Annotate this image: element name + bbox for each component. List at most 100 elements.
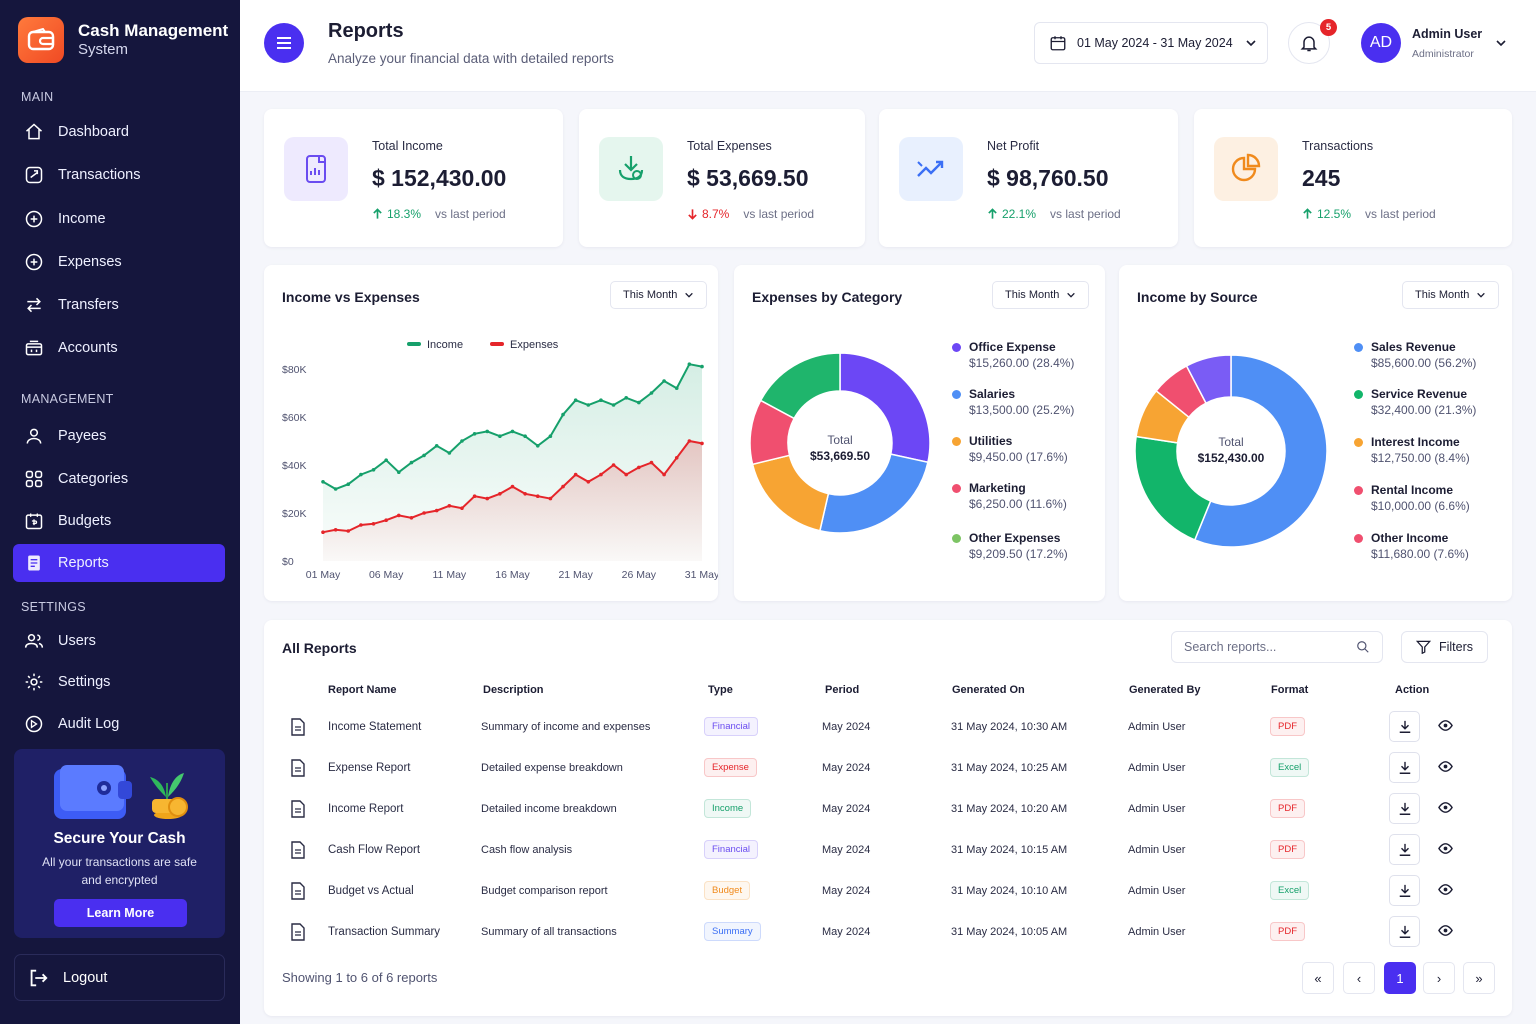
sidebar-item-transfers[interactable]: Transfers xyxy=(13,286,225,324)
data-point[interactable] xyxy=(359,523,363,527)
data-point[interactable] xyxy=(700,364,704,369)
column-header-action[interactable]: Action xyxy=(1395,684,1430,696)
view-button[interactable] xyxy=(1438,841,1453,861)
download-button[interactable] xyxy=(1389,752,1420,783)
data-point[interactable] xyxy=(561,412,565,417)
column-header-report-name[interactable]: Report Name xyxy=(328,684,397,696)
data-point[interactable] xyxy=(422,511,426,515)
page-1-button[interactable]: 1 xyxy=(1384,962,1416,994)
first-page-button[interactable]: « xyxy=(1302,962,1334,994)
data-point[interactable] xyxy=(548,434,553,438)
data-point[interactable] xyxy=(472,494,477,498)
data-point[interactable] xyxy=(460,439,464,443)
data-point[interactable] xyxy=(346,482,351,486)
data-point[interactable] xyxy=(687,362,692,366)
data-point[interactable] xyxy=(649,391,654,395)
data-point[interactable] xyxy=(637,400,641,405)
sidebar-item-income[interactable]: Income xyxy=(13,200,225,238)
table-row[interactable]: Income Report Detailed income breakdown … xyxy=(264,788,1512,829)
column-header-period[interactable]: Period xyxy=(825,684,860,696)
sidebar-item-users[interactable]: Users xyxy=(13,622,225,660)
data-point[interactable] xyxy=(662,379,666,383)
data-point[interactable] xyxy=(535,494,540,498)
data-point[interactable] xyxy=(447,451,452,455)
data-point[interactable] xyxy=(434,444,439,448)
view-button[interactable] xyxy=(1438,759,1453,779)
donut-slice-other-expenses[interactable] xyxy=(759,352,841,420)
data-point[interactable] xyxy=(371,468,376,472)
view-button[interactable] xyxy=(1438,923,1453,943)
next-page-button[interactable]: › xyxy=(1423,962,1455,994)
data-point[interactable] xyxy=(599,472,603,477)
expenses-by-category-period-select[interactable]: This Month xyxy=(992,281,1090,309)
data-point[interactable] xyxy=(624,472,628,477)
donut-slice-utilities[interactable] xyxy=(751,454,830,532)
table-row[interactable]: Transaction Summary Summary of all trans… xyxy=(264,911,1512,952)
sidebar-item-audit-log[interactable]: Audit Log xyxy=(13,705,225,743)
donut-slice-office-expense[interactable] xyxy=(839,352,931,464)
sidebar-item-categories[interactable]: Categories xyxy=(13,460,225,498)
data-point[interactable] xyxy=(523,492,527,496)
data-point[interactable] xyxy=(359,472,363,477)
data-point[interactable] xyxy=(397,513,401,518)
data-point[interactable] xyxy=(333,528,338,532)
table-row[interactable]: Budget vs Actual Budget comparison repor… xyxy=(264,870,1512,911)
sidebar-item-accounts[interactable]: Accounts xyxy=(13,329,225,367)
data-point[interactable] xyxy=(611,463,616,467)
data-point[interactable] xyxy=(498,492,502,496)
sidebar-item-transactions[interactable]: Transactions xyxy=(13,156,225,194)
download-button[interactable] xyxy=(1389,834,1420,865)
sidebar-item-settings[interactable]: Settings xyxy=(13,663,225,701)
last-page-button[interactable]: » xyxy=(1463,962,1495,994)
data-point[interactable] xyxy=(333,487,338,491)
report-name[interactable]: Cash Flow Report xyxy=(328,843,421,856)
view-button[interactable] xyxy=(1438,882,1453,902)
menu-button[interactable] xyxy=(264,23,304,63)
report-name[interactable]: Expense Report xyxy=(328,761,411,774)
column-header-description[interactable]: Description xyxy=(483,684,544,696)
data-point[interactable] xyxy=(384,518,388,522)
data-point[interactable] xyxy=(687,439,692,443)
data-point[interactable] xyxy=(573,398,578,402)
income-by-source-period-select[interactable]: This Month xyxy=(1402,281,1500,309)
data-point[interactable] xyxy=(321,530,325,534)
column-header-type[interactable]: Type xyxy=(708,684,733,696)
notifications-button[interactable] xyxy=(1288,22,1330,64)
column-header-generated-by[interactable]: Generated By xyxy=(1129,684,1201,696)
sidebar-item-budgets[interactable]: Budgets xyxy=(13,502,225,540)
sidebar-item-dashboard[interactable]: Dashboard xyxy=(13,113,225,151)
brand[interactable]: Cash Management System xyxy=(18,17,228,63)
data-point[interactable] xyxy=(510,429,515,434)
data-point[interactable] xyxy=(460,506,464,510)
date-range-picker[interactable]: 01 May 2024 - 31 May 2024 xyxy=(1034,22,1268,64)
data-point[interactable] xyxy=(409,516,414,520)
donut-slice-salaries[interactable] xyxy=(818,453,929,534)
search-reports-input[interactable]: Search reports... xyxy=(1171,631,1383,663)
data-point[interactable] xyxy=(624,396,628,400)
data-point[interactable] xyxy=(321,480,325,484)
table-row[interactable]: Income Statement Summary of income and e… xyxy=(264,706,1512,747)
table-row[interactable]: Cash Flow Report Cash flow analysis Fina… xyxy=(264,829,1512,870)
report-name[interactable]: Budget vs Actual xyxy=(328,884,414,897)
data-point[interactable] xyxy=(700,441,704,446)
data-point[interactable] xyxy=(397,470,401,474)
data-point[interactable] xyxy=(535,444,540,448)
filters-button[interactable]: Filters xyxy=(1401,631,1488,663)
learn-more-button[interactable]: Learn More xyxy=(54,899,187,927)
donut-slice-sales-revenue[interactable] xyxy=(1193,354,1328,548)
download-button[interactable] xyxy=(1389,711,1420,742)
data-point[interactable] xyxy=(573,472,578,477)
data-point[interactable] xyxy=(371,522,376,526)
sidebar-item-payees[interactable]: Payees xyxy=(13,417,225,455)
view-button[interactable] xyxy=(1438,800,1453,820)
logout-button[interactable]: Logout xyxy=(14,954,225,1001)
download-button[interactable] xyxy=(1389,916,1420,947)
data-point[interactable] xyxy=(346,529,351,533)
data-point[interactable] xyxy=(510,484,515,489)
data-point[interactable] xyxy=(599,398,603,402)
data-point[interactable] xyxy=(637,465,641,470)
download-button[interactable] xyxy=(1389,793,1420,824)
avatar[interactable]: AD xyxy=(1361,23,1401,63)
data-point[interactable] xyxy=(422,453,426,458)
data-point[interactable] xyxy=(548,496,553,501)
